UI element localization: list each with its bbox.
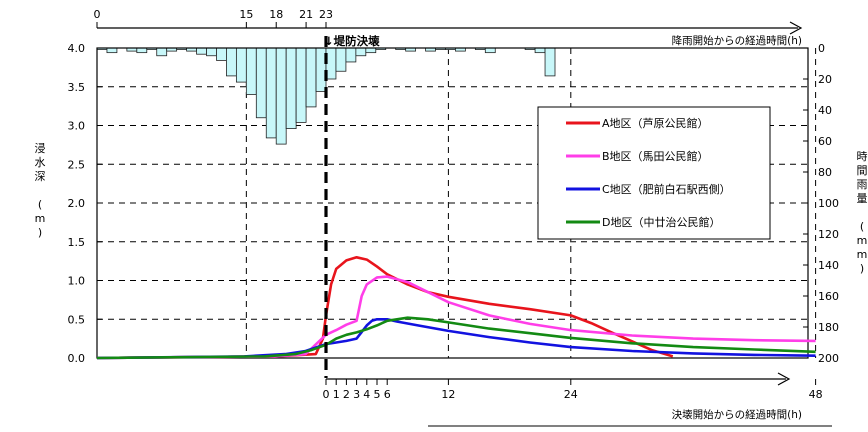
- left-tick-label: 1.0: [68, 275, 86, 288]
- axis-label-char: m: [35, 212, 46, 225]
- left-tick-label: 0.5: [68, 313, 86, 326]
- right-tick-label: 60: [818, 135, 832, 148]
- rainfall-bar: [335, 47, 347, 72]
- legend-label: C地区（肥前白石駅西側）: [602, 182, 731, 196]
- left-axis-label: 浸水深 (m): [35, 142, 46, 239]
- top-tick-label: 23: [319, 8, 333, 21]
- axis-label-char: (: [860, 220, 864, 233]
- axes: 0.00.51.01.52.02.53.03.54.0 0204060801001…: [68, 8, 839, 427]
- right-tick-label: 140: [818, 259, 839, 272]
- series-line: [96, 275, 816, 360]
- left-tick-label: 0.0: [68, 352, 86, 365]
- left-tick-label: 1.5: [68, 236, 86, 249]
- top-tick-label: 15: [239, 8, 253, 21]
- left-tick-label: 2.0: [68, 197, 86, 210]
- rainfall-bar: [285, 47, 297, 129]
- legend-label: B地区（馬田公民館）: [602, 149, 709, 163]
- bottom-tick-label: 48: [809, 388, 823, 401]
- series-lines: [96, 256, 816, 360]
- axis-label-char: ): [38, 226, 42, 239]
- axis-label-char: m: [857, 234, 868, 247]
- bottom-axis-label: 決壊開始からの経過時間(h): [672, 408, 802, 421]
- bottom-tick-label: 3: [353, 388, 360, 401]
- axis-label-char: 水: [35, 156, 46, 169]
- top-tick-label: 21: [299, 8, 313, 21]
- rainfall-bar: [275, 47, 287, 145]
- axis-label-char: 量: [857, 192, 868, 205]
- right-tick-label: 40: [818, 104, 832, 117]
- legend-box: [537, 106, 771, 240]
- breach-annotation: ↓堤防決壊: [324, 34, 380, 48]
- top-tick-label: 18: [269, 8, 283, 21]
- rainfall-bar: [255, 47, 267, 119]
- rainfall-bar: [305, 47, 317, 108]
- right-tick-label: 100: [818, 197, 839, 210]
- right-tick-label: 160: [818, 290, 839, 303]
- rainfall-bar: [345, 47, 357, 63]
- rainfall-bar: [216, 47, 227, 61]
- bottom-tick-label: 2: [343, 388, 350, 401]
- axis-label-char: 時: [857, 150, 868, 163]
- top-axis-label: 降雨開始からの経過時間(h): [672, 34, 802, 47]
- right-tick-label: 180: [818, 321, 839, 334]
- rainfall-bar: [206, 47, 217, 57]
- legend: A地区（芦原公民館） B地区（馬田公民館） C地区（肥前白石駅西側） D地区（中廿治公…: [537, 106, 771, 240]
- rainfall-bar: [196, 47, 207, 55]
- top-axis-arrow: [789, 21, 803, 35]
- rainfall-bar: [534, 47, 546, 54]
- bottom-tick-label: 0: [323, 388, 330, 401]
- axis-label-char: 間: [857, 164, 868, 177]
- bottom-tick-label: 5: [374, 388, 381, 401]
- rainfall-bar: [226, 47, 237, 77]
- bottom-tick-label: 1: [333, 388, 340, 401]
- right-tick-label: 80: [818, 166, 832, 179]
- bottom-axis-arrow: [777, 372, 791, 386]
- legend-label: A地区（芦原公民館）: [602, 116, 709, 130]
- legend-label: D地区（中廿治公民館）: [602, 215, 720, 229]
- left-tick-label: 3.0: [68, 120, 86, 133]
- axis-label-char: ): [860, 262, 864, 275]
- rainfall-bar: [544, 47, 556, 77]
- top-tick-label: 0: [94, 8, 101, 21]
- axis-label-char: 雨: [857, 178, 868, 191]
- axis-label-char: 深: [35, 170, 46, 183]
- bottom-tick-label: 24: [564, 388, 578, 401]
- rainfall-bar: [156, 47, 168, 57]
- rainfall-bar: [245, 47, 257, 95]
- bottom-tick-label: 4: [363, 388, 370, 401]
- grid: [97, 48, 817, 358]
- right-tick-label: 0: [818, 42, 825, 55]
- rainfall-bar: [235, 47, 247, 83]
- axis-label-char: (: [38, 198, 42, 211]
- right-tick-label: 20: [818, 73, 832, 86]
- right-tick-label: 200: [818, 352, 839, 365]
- rainfall-bar: [355, 47, 367, 57]
- left-tick-label: 3.5: [68, 81, 86, 94]
- rainfall-bar: [265, 47, 277, 139]
- series-line: [96, 316, 816, 360]
- left-tick-label: 2.5: [68, 158, 86, 171]
- rainfall-bar: [136, 47, 148, 54]
- bottom-tick-label: 12: [441, 388, 455, 401]
- rainfall-bar: [295, 47, 307, 123]
- breach-marker: ↓堤防決壊: [324, 34, 380, 378]
- axis-label-char: m: [857, 248, 868, 261]
- bottom-tick-label: 6: [384, 388, 391, 401]
- rainfall-bar: [106, 47, 118, 54]
- rainfall-bar: [365, 47, 377, 54]
- left-tick-label: 4.0: [68, 42, 86, 55]
- series-line: [96, 256, 674, 360]
- rainfall-bar: [484, 47, 496, 54]
- right-tick-label: 120: [818, 228, 839, 241]
- axis-label-char: 浸: [35, 142, 46, 155]
